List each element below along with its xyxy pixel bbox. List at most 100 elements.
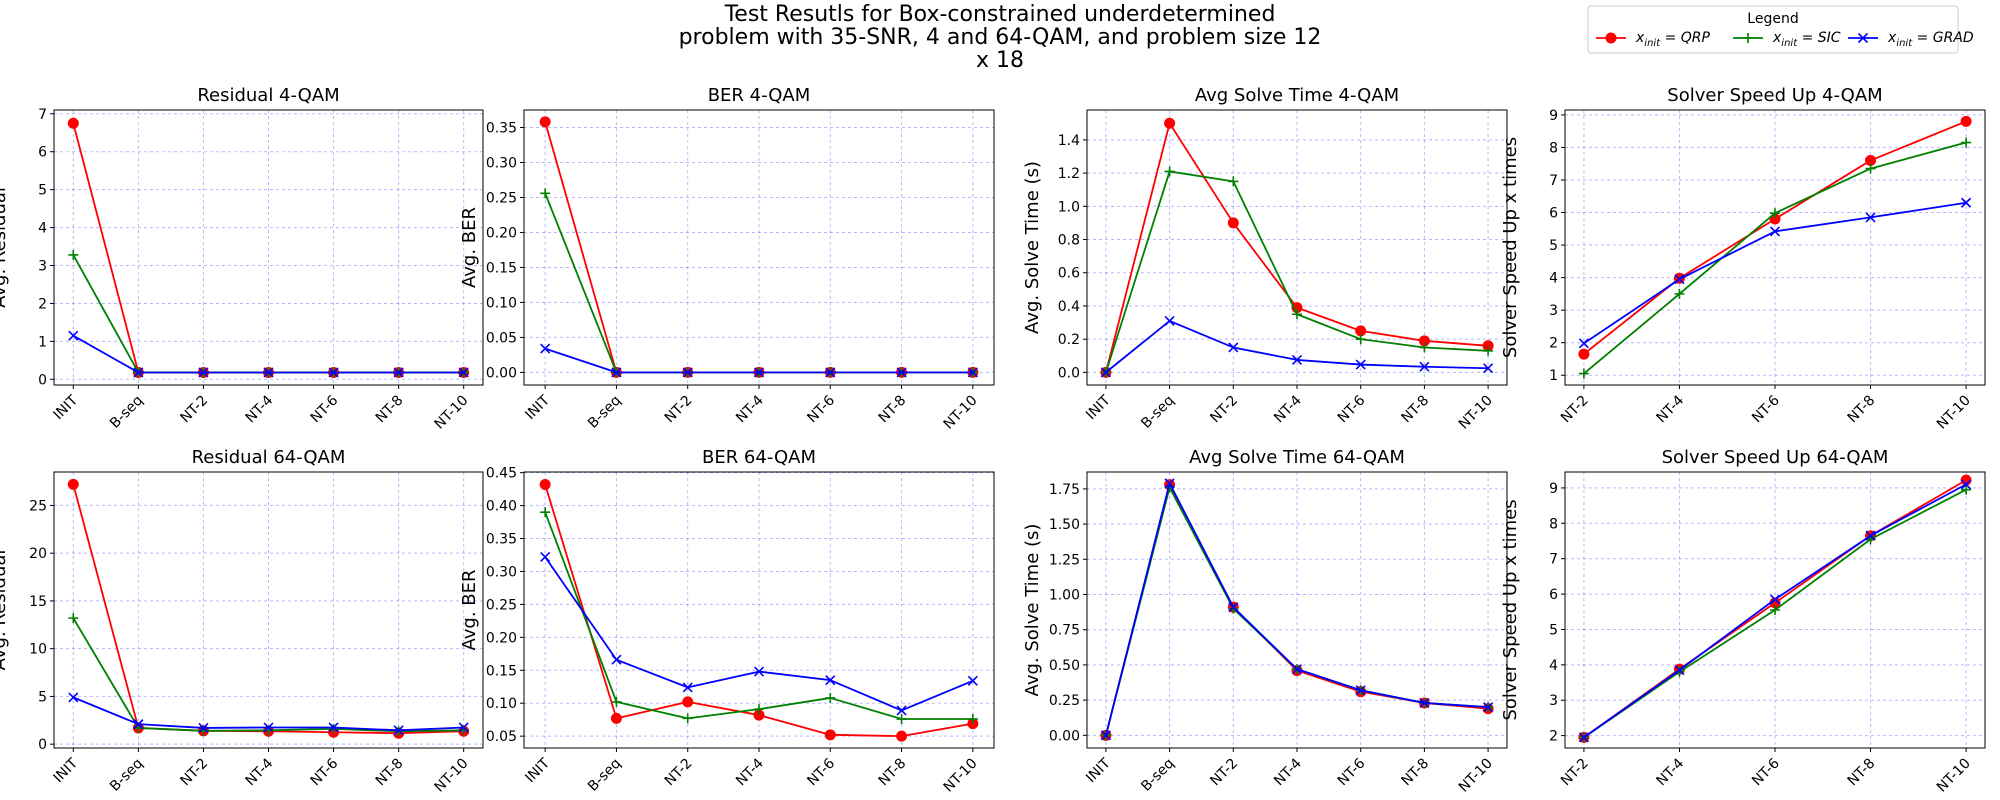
plot-3-ytick-label: 0.8 bbox=[1058, 233, 1080, 249]
plot-6-ytick-label: 0.25 bbox=[486, 597, 517, 613]
plot-4-xtick-label: NT-10 bbox=[1934, 393, 1974, 433]
plot-4-grid bbox=[1565, 110, 1985, 385]
plot-3-title: Avg Solve Time 4-QAM bbox=[1195, 85, 1399, 106]
plot-2-ytick-label: 0.15 bbox=[486, 260, 517, 276]
legend-entry-sic: xinit = SIC bbox=[1733, 30, 1841, 49]
plot-8-point-grad bbox=[1769, 594, 1781, 605]
plot-6-point-sic bbox=[825, 692, 836, 703]
plot-4-title: Solver Speed Up 4-QAM bbox=[1667, 85, 1882, 106]
plot-1-point-grad bbox=[263, 367, 274, 378]
plot-3-point-grad bbox=[1483, 363, 1494, 374]
plot-2-series-sic bbox=[540, 188, 978, 378]
plot-6-ytick-label: 0.30 bbox=[486, 564, 517, 580]
plot-8-grid bbox=[1565, 472, 1985, 748]
plot-3-grid bbox=[1087, 110, 1507, 385]
figure-title-line-2: problem with 35-SNR, 4 and 64-QAM, and p… bbox=[679, 25, 1322, 50]
plot-6-xtick-label: INIT bbox=[522, 755, 553, 786]
plot-3-point-sic bbox=[1483, 345, 1494, 356]
plot-4-point-sic bbox=[1578, 368, 1589, 379]
plot-4-ytick-label: 7 bbox=[1549, 173, 1558, 189]
plot-4-series-qrp bbox=[1578, 115, 1972, 360]
plot-4-series-sic bbox=[1578, 137, 1972, 379]
plot-3-ylabel: Avg. Solve Time (s) bbox=[1022, 161, 1043, 334]
plot-1-point-sic bbox=[68, 249, 79, 260]
plot-4-series-grad bbox=[1578, 197, 1972, 349]
legend-entry-qrp: xinit = QRP bbox=[1596, 30, 1711, 49]
plot-1-ytick-label: 2 bbox=[38, 296, 47, 312]
plot-8-ytick-label: 4 bbox=[1549, 658, 1558, 674]
plot-2-ytick-label: 0.35 bbox=[486, 120, 517, 136]
plot-2-ylabel: Avg. BER bbox=[459, 207, 480, 288]
plot-5-xtick-label: B-seq bbox=[107, 756, 146, 795]
plot-3-point-sic bbox=[1164, 166, 1175, 177]
plot-3-xtick-label: NT-10 bbox=[1456, 393, 1496, 433]
plot-3-point-qrp bbox=[1227, 217, 1239, 229]
plot-8-point-grad bbox=[1961, 479, 1972, 490]
plot-8-xtick-label: NT-8 bbox=[1845, 756, 1879, 790]
plot-5-series-qrp bbox=[67, 478, 470, 739]
plot-4-point-sic bbox=[1770, 208, 1780, 219]
plot-5-point-grad bbox=[458, 722, 469, 733]
plot-7-point-grad bbox=[1419, 697, 1430, 709]
plot-2-ytick-label: 0.05 bbox=[486, 330, 517, 346]
plot-7-xtick-label: NT-4 bbox=[1271, 755, 1305, 789]
plot-3-ytick-label: 1.2 bbox=[1058, 166, 1080, 182]
plot-6-point-grad bbox=[967, 675, 978, 686]
legend-marker-grad bbox=[1857, 32, 1869, 44]
plot-7-point-grad bbox=[1355, 685, 1366, 696]
plot-7-ytick-label: 1.00 bbox=[1049, 588, 1080, 604]
plot-3-xtick-label: NT-6 bbox=[1335, 392, 1369, 426]
plot-8-series-grad bbox=[1578, 479, 1972, 743]
plot-5-title: Residual 64-QAM bbox=[192, 447, 346, 468]
plot-8-series-sic bbox=[1578, 484, 1972, 743]
plot-4-ytick-label: 1 bbox=[1549, 368, 1558, 384]
plot-3-ytick-label: 0.2 bbox=[1058, 332, 1080, 348]
plot-6-point-sic bbox=[896, 714, 907, 725]
plot-4-xtick-label: NT-2 bbox=[1558, 393, 1592, 427]
plot-6-xtick-label: NT-10 bbox=[941, 756, 981, 796]
plot-4-axes bbox=[1564, 109, 1986, 386]
plot-7-ytick-label: 0.75 bbox=[1049, 623, 1080, 639]
plot-2-grid bbox=[524, 110, 994, 385]
plot-7-ytick-label: 0.00 bbox=[1049, 728, 1080, 744]
plot-1-ytick-label: 4 bbox=[38, 221, 47, 237]
plot-5-ytick-label: 0 bbox=[38, 737, 47, 753]
plot-1-ytick-label: 1 bbox=[38, 334, 47, 350]
plot-6-point-grad bbox=[825, 675, 836, 686]
plot-5-ytick-label: 10 bbox=[29, 642, 47, 658]
plot-7-ylabel: Avg. Solve Time (s) bbox=[1022, 524, 1043, 697]
plot-7-ytick-label: 0.50 bbox=[1049, 658, 1080, 674]
plot-2-ytick-label: 0.20 bbox=[486, 225, 517, 241]
plot-2-series-grad bbox=[540, 343, 978, 378]
plot-6-ytick-label: 0.40 bbox=[486, 499, 517, 515]
legend-marker-sic bbox=[1743, 33, 1753, 43]
plot-2-point-grad bbox=[753, 367, 765, 378]
plot-2-xtick-label: NT-10 bbox=[941, 393, 981, 433]
legend-entry-grad: xinit = GRAD bbox=[1848, 30, 1974, 49]
plot-8-title: Solver Speed Up 64-QAM bbox=[1662, 447, 1889, 468]
plot-8-point-grad bbox=[1578, 732, 1589, 743]
plot-2-point-grad bbox=[967, 367, 978, 378]
plot-3-xtick-label: INIT bbox=[1083, 392, 1114, 423]
plot-2-ytick-label: 0.30 bbox=[486, 155, 517, 171]
plot-6-point-sic bbox=[540, 507, 551, 518]
plot-6-line-grad bbox=[544, 556, 974, 712]
plot-5-series-sic bbox=[68, 613, 469, 737]
plot-6-point-qrp bbox=[539, 479, 551, 491]
plot-6-ylabel: Avg. BER bbox=[459, 569, 480, 650]
plot-6-point-sic bbox=[611, 696, 622, 707]
plot-1-xtick-label: INIT bbox=[51, 392, 82, 423]
figure-title: Test Resutls for Box-constrained underde… bbox=[679, 2, 1322, 73]
plot-3-point-sic bbox=[1355, 334, 1366, 345]
plot-1-series-grad bbox=[68, 330, 469, 378]
plot-4-xtick-label: NT-8 bbox=[1845, 393, 1879, 427]
plot-2-ytick-label: 0.10 bbox=[486, 295, 517, 311]
plot-2-point-grad bbox=[611, 367, 622, 378]
plot-4-point-qrp bbox=[1578, 348, 1590, 360]
plot-4-point-qrp bbox=[1960, 115, 1972, 127]
plot-3-xtick-label: NT-2 bbox=[1207, 393, 1241, 427]
plot-3-point-grad bbox=[1291, 354, 1303, 365]
plot-5-xtick-label: NT-10 bbox=[431, 756, 471, 796]
plot-1-point-grad bbox=[328, 367, 339, 378]
plot-7-point-grad bbox=[1228, 602, 1239, 613]
